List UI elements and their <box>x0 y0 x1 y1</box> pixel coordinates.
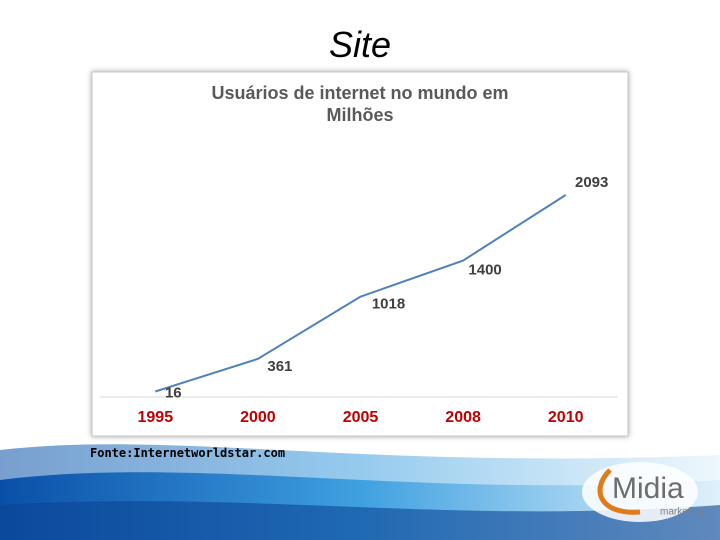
data-label: 2093 <box>575 174 608 191</box>
wave <box>0 501 720 540</box>
x-tick-label: 2010 <box>548 409 584 426</box>
data-label: 1400 <box>468 262 501 279</box>
data-label: 16 <box>165 384 182 401</box>
logo-name: Midia <box>612 472 684 505</box>
logo-swoosh <box>597 468 641 515</box>
data-label: 361 <box>267 358 292 375</box>
chart-frame <box>91 71 629 437</box>
source: Fonte:Internetworldstar.com <box>90 446 286 460</box>
x-tick-label: 1995 <box>138 409 174 426</box>
logo-tagline: marketing <box>660 507 704 518</box>
x-tick-label: 2005 <box>343 409 379 426</box>
x-tick-label: 2008 <box>445 409 481 426</box>
chart-title: Usuários de internet no mundo em Milhões <box>211 83 509 125</box>
data-label: 1018 <box>372 296 405 313</box>
slide-title: Site <box>328 24 392 65</box>
line <box>154 194 567 393</box>
x-tick-label: 2000 <box>240 409 276 426</box>
